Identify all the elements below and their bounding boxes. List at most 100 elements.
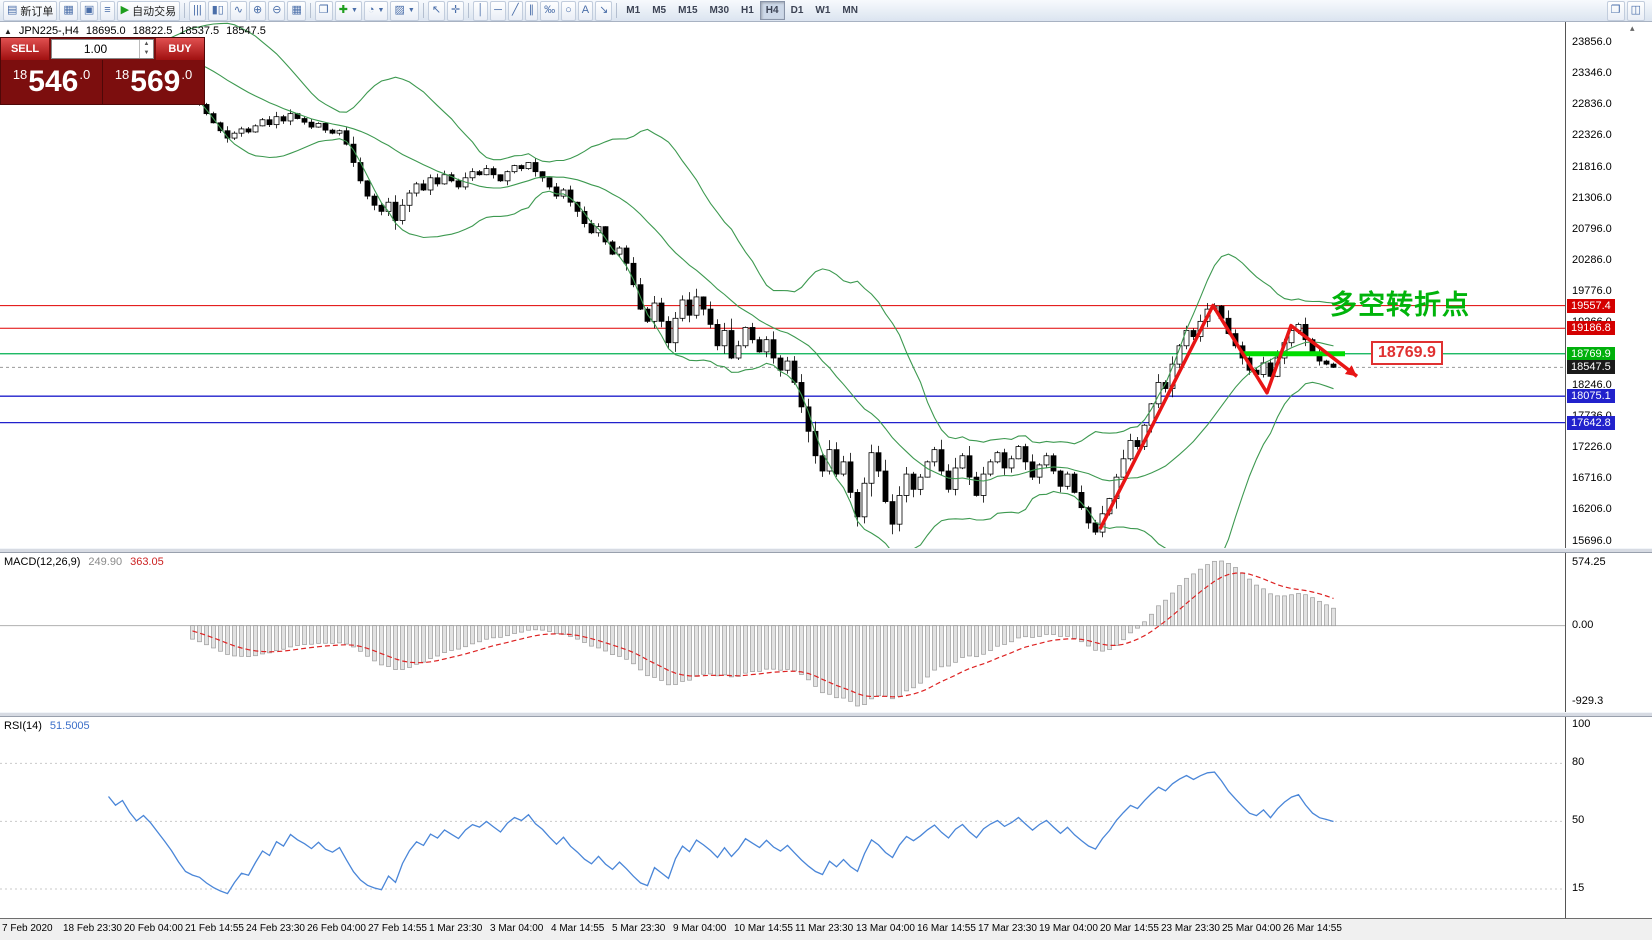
price-divider	[102, 60, 103, 104]
date-label: 20 Feb 04:00	[124, 923, 183, 934]
vertical-line-icon: │	[477, 4, 485, 16]
toolbar-separator	[184, 3, 186, 18]
axis-label: 21816.0	[1572, 160, 1612, 173]
indicators-icon: ✚	[338, 4, 348, 16]
window-cascade-icon: ❐	[1610, 4, 1621, 16]
price-badge: 19186.8	[1567, 321, 1615, 336]
periods-dropdown-icon[interactable]: ▼	[377, 7, 385, 14]
timeframe-h4[interactable]: H4	[759, 1, 785, 20]
zoom-out-icon: ⊖	[272, 4, 282, 16]
date-label: 5 Mar 23:30	[612, 923, 666, 934]
axis-label: 20286.0	[1572, 254, 1612, 267]
shapes-button[interactable]: ○	[561, 0, 576, 21]
timeframe-h1[interactable]: H1	[741, 5, 754, 16]
auto-trading-button[interactable]: ▶ 自动交易	[116, 0, 181, 21]
candles-mode-button[interactable]: ▮▯	[207, 0, 228, 21]
price-badge: 18075.1	[1567, 389, 1615, 404]
fibonacci-button[interactable]: ‰	[540, 0, 560, 21]
date-label: 7 Feb 2020	[2, 923, 53, 934]
axis-label: 20796.0	[1572, 222, 1612, 235]
date-label: 17 Mar 23:30	[978, 923, 1037, 934]
timeframe-w1[interactable]: W1	[815, 5, 831, 16]
templates-icon: ▨	[394, 4, 405, 16]
bars-mode-button[interactable]: |||	[189, 0, 206, 21]
templates-dropdown-icon[interactable]: ▼	[407, 7, 415, 14]
indicators-dropdown-icon[interactable]: ▼	[350, 7, 358, 14]
market-watch-icon: ≡	[104, 4, 111, 16]
line-mode-button[interactable]: ∿	[229, 0, 248, 21]
volume-value[interactable]: 1.00	[83, 42, 108, 56]
tile-windows-button[interactable]: ❐	[314, 0, 333, 21]
crosshair-button[interactable]: ✛	[447, 0, 465, 21]
profiles-button[interactable]: ▣	[79, 0, 99, 21]
axis-label: 80	[1572, 756, 1585, 769]
chart-window-button[interactable]: ▦	[59, 0, 78, 21]
timeframe-m1[interactable]: M1	[626, 5, 641, 16]
buy-price-big: 569	[130, 65, 181, 98]
toolbar-right-group: ❐ ◫	[1606, 0, 1646, 21]
axis-scroll-icon[interactable]: ▴	[1630, 23, 1635, 33]
timeframe-m5[interactable]: M5	[652, 5, 667, 16]
buy-button[interactable]: BUY	[156, 38, 204, 60]
vertical-line-button[interactable]: │	[473, 0, 489, 21]
price-badge: 17642.8	[1567, 415, 1615, 430]
toolbar-separator	[616, 3, 618, 18]
text-label-button[interactable]: A	[577, 0, 594, 21]
date-label: 16 Mar 14:55	[917, 923, 976, 934]
axis-label: 16206.0	[1572, 503, 1612, 516]
zoom-in-button[interactable]: ⊕	[249, 0, 267, 21]
grid-button[interactable]: ▦	[287, 0, 306, 21]
arrow-tool-button[interactable]: ↘	[595, 0, 613, 21]
sell-button[interactable]: SELL	[1, 38, 49, 60]
fibonacci-icon: ‰	[544, 4, 556, 16]
volume-spinner[interactable]: ▲ ▼	[139, 40, 153, 58]
date-label: 1 Mar 23:30	[429, 923, 483, 934]
ohlc-close: 18547.5	[226, 25, 266, 37]
zoom-out-button[interactable]: ⊖	[268, 0, 286, 21]
line-mode-icon: ∿	[233, 4, 244, 16]
price-tag-label[interactable]: 18769.9	[1371, 341, 1443, 365]
window-cascade-button[interactable]: ❐	[1606, 0, 1625, 21]
toolbar-separator	[468, 3, 470, 18]
timeframe-d1[interactable]: D1	[790, 5, 804, 16]
ohlc-low: 18537.5	[179, 25, 220, 37]
cursor-button[interactable]: ↖	[427, 0, 446, 21]
ohlc-high: 18822.5	[132, 25, 173, 37]
indicators-button[interactable]: ✚ ▼	[334, 0, 362, 21]
ohlc-open: 18695.0	[85, 25, 126, 37]
panel-splitter[interactable]	[0, 548, 1652, 553]
one-click-expander-icon[interactable]: ▲	[4, 26, 12, 36]
rsi-indicator-label: RSI(14) 51.5005	[4, 720, 90, 732]
timeframe-mn[interactable]: MN	[842, 5, 858, 16]
market-watch-button[interactable]: ≡	[100, 0, 115, 21]
price-axis[interactable]: ▴ 23856.0 23346.0 22836.0 22326.0 21816.0 213…	[1565, 22, 1652, 918]
channel-button[interactable]: ∥	[524, 0, 539, 21]
new-order-button[interactable]: ▤ 新订单	[3, 0, 58, 21]
panel-splitter[interactable]	[0, 712, 1652, 717]
turning-point-annotation-text[interactable]: 多空转折点	[1330, 290, 1470, 320]
auto-trading-label: 自动交易	[132, 5, 177, 18]
price-badge: 18547.5	[1567, 360, 1615, 375]
horizontal-line-button[interactable]: ─	[490, 0, 506, 21]
macd-panel[interactable]	[0, 553, 1565, 712]
date-label: 21 Feb 14:55	[185, 923, 244, 934]
trendline-button[interactable]: ╱	[507, 0, 523, 21]
macd-indicator-label: MACD(12,26,9) 249.90 363.05	[4, 556, 164, 568]
axis-label: -929.3	[1572, 695, 1604, 707]
chart-profile-button[interactable]: ◫	[1626, 0, 1645, 21]
volume-down-icon[interactable]: ▼	[143, 50, 150, 56]
buy-price[interactable]: 18 569 .0	[103, 60, 204, 104]
volume-input[interactable]: 1.00 ▲ ▼	[51, 39, 154, 59]
new-order-label: 新订单	[20, 5, 54, 18]
periods-button[interactable]: ◔ ▼	[363, 0, 389, 21]
timeframe-m15[interactable]: M15	[678, 5, 698, 16]
time-axis[interactable]: 7 Feb 2020 18 Feb 23:30 20 Feb 04:00 21 Feb…	[0, 918, 1652, 940]
buy-price-tail: .0	[181, 67, 193, 82]
sell-price[interactable]: 18 546 .0	[1, 60, 102, 104]
toolbar: ▤ 新订单 ▦ ▣ ≡ ▶ 自动交易 ||| ▮▯ ∿ ⊕ ⊖ ▦ ❐ ✚ ▼ ◔ ▼ ▨ ▼ ↖ ✛ │ ─ ╱ ∥ ‰ ○ A ↘ M…	[0, 0, 1652, 22]
timeframe-m30[interactable]: M30	[709, 5, 729, 16]
volume-up-icon[interactable]: ▲	[143, 41, 150, 47]
templates-button[interactable]: ▨ ▼	[390, 0, 419, 21]
rsi-panel[interactable]	[0, 717, 1565, 918]
new-order-icon: ▤	[7, 4, 18, 16]
